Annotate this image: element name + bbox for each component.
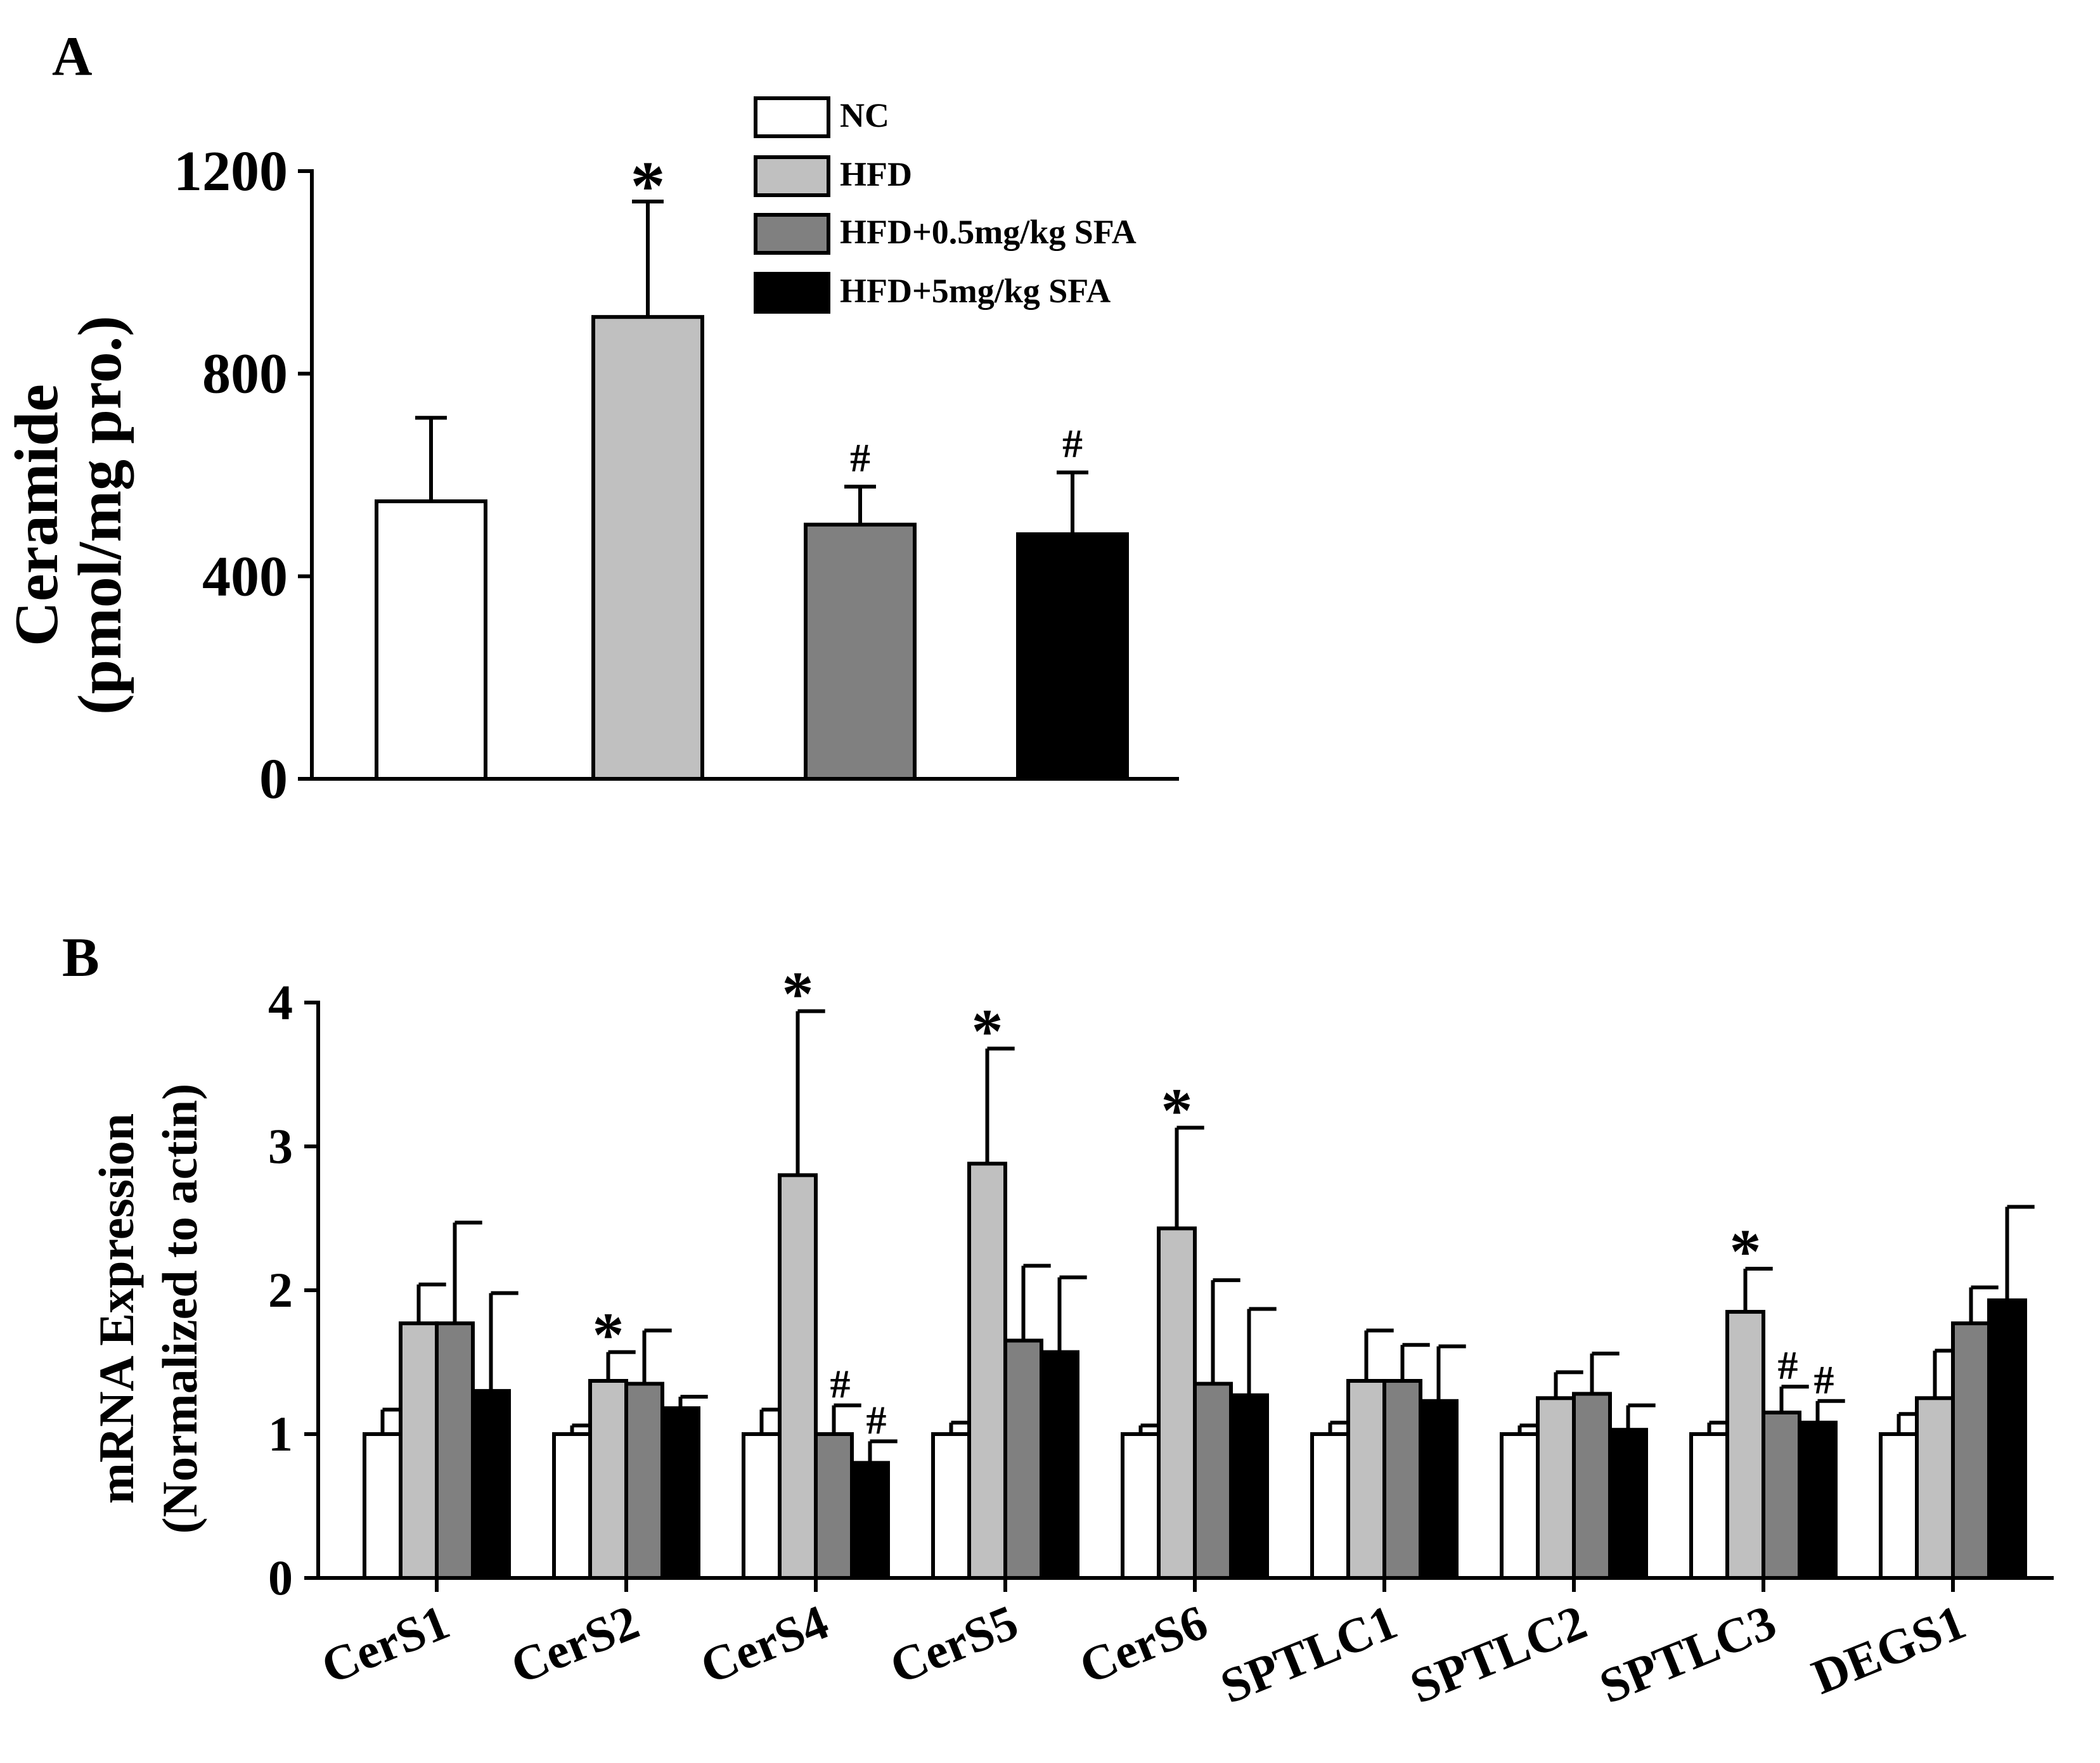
panel-b-sptlc3-nc-bar — [1689, 1432, 1729, 1580]
panel-a-y-axis-label: Ceramide (pmol/mg pro.) — [3, 316, 134, 715]
legend-label-hfd: HFD — [840, 155, 912, 193]
panel-b-sptlc1-hfd-0-5mg-kg-sfa-bar — [1382, 1379, 1422, 1580]
panel-b-cers5-hfd-significance-star: * — [972, 996, 1003, 1067]
panel-b-cers4-hfd-5mg-kg-sfa-bar — [850, 1461, 890, 1580]
panel-b-sptlc3-hfd-5mg-kg-sfa-significance-hash: # — [1814, 1357, 1834, 1402]
panel-a-hfd-significance-star: * — [631, 147, 666, 224]
panel-b-sptlc1-hfd-bar — [1346, 1379, 1386, 1580]
panel-b-cers2-hfd-5mg-kg-sfa-bar — [660, 1406, 700, 1580]
legend-label-hfd-high: HFD+5mg/kg SFA — [840, 272, 1111, 310]
panel-b-cers2-hfd-0-5mg-kg-sfa-bar — [624, 1382, 664, 1580]
panel-b-cers1-nc-bar — [363, 1432, 403, 1580]
panel-b-cers5-nc-bar — [931, 1432, 971, 1580]
legend: NC HFD HFD+0.5mg/kg SFA HFD+5mg/kg SFA — [754, 96, 1137, 314]
legend-swatch-hfd-high — [754, 272, 830, 314]
panel-a-y-tick-label: 800 — [202, 343, 288, 406]
panel-a-hfd-5mg-kg-sfa-significance-hash: # — [1062, 421, 1083, 466]
panel-b-y-tick-label: 4 — [268, 975, 293, 1030]
panel-b-sptlc3-hfd-0-5mg-kg-sfa-bar — [1762, 1410, 1801, 1580]
panel-b-sptlc1-nc-bar — [1310, 1432, 1350, 1580]
legend-entry-hfd-low: HFD+0.5mg/kg SFA — [754, 213, 1137, 255]
panel-a: A Ceramide (pmol/mg pro.) * # #0 400 800 1200… — [3, 26, 1179, 811]
panel-b-sptlc3-hfd-0-5mg-kg-sfa-significance-hash: # — [1778, 1343, 1798, 1388]
panel-b-sptlc3-hfd-significance-star: * — [1730, 1216, 1762, 1286]
panel-b-x-tick-label-sptlc1: SPTLC1 — [1213, 1594, 1405, 1714]
panel-b-sptlc3-hfd-5mg-kg-sfa-bar — [1798, 1420, 1838, 1580]
legend-label-nc: NC — [840, 96, 889, 134]
legend-entry-hfd-high: HFD+5mg/kg SFA — [754, 272, 1111, 314]
panel-a-hfd-5mg-kg-sfa-bar — [1016, 532, 1129, 781]
panel-b-cers6-hfd-0-5mg-kg-sfa-bar — [1193, 1382, 1233, 1580]
panel-a-label: A — [52, 26, 93, 87]
panel-b-degs1-nc-bar — [1879, 1432, 1919, 1580]
panel-b-cers1-hfd-0-5mg-kg-sfa-bar — [435, 1321, 475, 1580]
panel-a-y-tick-label: 400 — [202, 545, 288, 608]
panel-b-y-axis-label-line1: mRNA Expression — [89, 1113, 144, 1504]
panel-b-y-axis-label: mRNA Expression (Normalized to actin) — [89, 1084, 207, 1534]
panel-b-cers6-hfd-significance-star: * — [1161, 1075, 1193, 1145]
panel-b-y-axis-label-line2: (Normalized to actin) — [152, 1084, 207, 1534]
legend-swatch-hfd — [754, 155, 830, 197]
panel-a-hfd-bar — [591, 315, 704, 781]
panel-b-x-tick-label-cers1: CerS1 — [314, 1594, 456, 1695]
panel-b-cers5-hfd-bar — [967, 1162, 1007, 1580]
panel-b-sptlc1-hfd-5mg-kg-sfa-bar — [1419, 1399, 1459, 1580]
panel-b-x-tick-label-cers5: CerS5 — [882, 1594, 1025, 1695]
panel-b-cers4-hfd-5mg-kg-sfa-significance-hash: # — [866, 1397, 887, 1442]
panel-b-sptlc2-nc-bar — [1500, 1432, 1540, 1580]
legend-entry-hfd: HFD — [754, 155, 912, 197]
legend-label-hfd-low: HFD+0.5mg/kg SFA — [840, 213, 1137, 251]
panel-a-hfd-0-5mg-kg-sfa-bar — [804, 522, 917, 781]
panel-b-cers5-hfd-0-5mg-kg-sfa-bar — [1003, 1338, 1043, 1580]
panel-b-y-tick-label: 2 — [268, 1262, 293, 1317]
panel-a-y-tick-label: 0 — [259, 748, 288, 811]
panel-b-cers1-hfd-bar — [399, 1321, 439, 1580]
panel-b-cers4-hfd-significance-star: * — [782, 959, 814, 1029]
panel-b-cers4-hfd-0-5mg-kg-sfa-bar — [814, 1432, 854, 1580]
panel-b-cers4-hfd-bar — [778, 1173, 818, 1580]
panel-b-cers4-hfd-0-5mg-kg-sfa-significance-hash: # — [830, 1362, 851, 1407]
panel-b-cers2-hfd-significance-star: * — [593, 1300, 624, 1370]
panel-a-y-tick-label: 1200 — [174, 140, 288, 203]
panel-a-plot: * # #0 400 800 1200 — [174, 140, 1179, 811]
panel-b-y-tick-label: 0 — [268, 1550, 293, 1605]
panel-b-sptlc2-hfd-0-5mg-kg-sfa-bar — [1572, 1392, 1612, 1580]
panel-b-x-tick-label-degs1: DEGS1 — [1805, 1594, 1973, 1705]
panel-b: B mRNA Expression (Normalized to actin) … — [62, 927, 2054, 1714]
panel-a-y-axis-label-line1: Ceramide — [3, 384, 71, 646]
panel-b-cers4-nc-bar — [742, 1432, 782, 1580]
panel-b-y-tick-label: 1 — [268, 1406, 293, 1461]
legend-swatch-nc — [754, 96, 830, 138]
panel-b-x-tick-label-cers4: CerS4 — [693, 1594, 835, 1695]
panel-b-cers2-hfd-bar — [588, 1379, 628, 1580]
panel-b-cers2-nc-bar — [552, 1432, 592, 1580]
panel-a-nc-bar — [375, 499, 487, 781]
panel-b-cers6-hfd-5mg-kg-sfa-bar — [1229, 1393, 1269, 1580]
panel-b-x-tick-label-cers2: CerS2 — [503, 1594, 646, 1695]
panel-b-cers5-hfd-5mg-kg-sfa-bar — [1040, 1350, 1079, 1580]
panel-b-cers6-nc-bar — [1121, 1432, 1161, 1580]
panel-b-cers1-hfd-5mg-kg-sfa-bar — [471, 1388, 511, 1580]
panel-a-hfd-0-5mg-kg-sfa-significance-hash: # — [850, 435, 870, 480]
panel-b-x-tick-label-cers6: CerS6 — [1072, 1594, 1214, 1695]
panel-b-y-tick-label: 3 — [268, 1119, 293, 1174]
legend-swatch-hfd-low — [754, 213, 830, 255]
panel-b-plot: CerS1*CerS2*##CerS4*CerS5*CerS6SPTLC1SPT… — [268, 959, 2054, 1714]
panel-b-degs1-hfd-0-5mg-kg-sfa-bar — [1951, 1321, 1991, 1580]
panel-b-degs1-hfd-5mg-kg-sfa-bar — [1987, 1298, 2027, 1580]
legend-entry-nc: NC — [754, 96, 889, 138]
panel-b-cers6-hfd-bar — [1157, 1226, 1197, 1580]
panel-b-x-tick-label-sptlc3: SPTLC3 — [1592, 1594, 1784, 1714]
panel-a-y-axis-label-line2: (pmol/mg pro.) — [66, 316, 134, 715]
panel-b-sptlc2-hfd-5mg-kg-sfa-bar — [1608, 1428, 1648, 1580]
panel-b-x-tick-label-sptlc2: SPTLC2 — [1403, 1594, 1594, 1714]
panel-b-sptlc3-hfd-bar — [1725, 1310, 1765, 1580]
panel-b-sptlc2-hfd-bar — [1536, 1396, 1576, 1580]
panel-b-label: B — [62, 927, 100, 989]
panel-b-degs1-hfd-bar — [1915, 1396, 1955, 1580]
